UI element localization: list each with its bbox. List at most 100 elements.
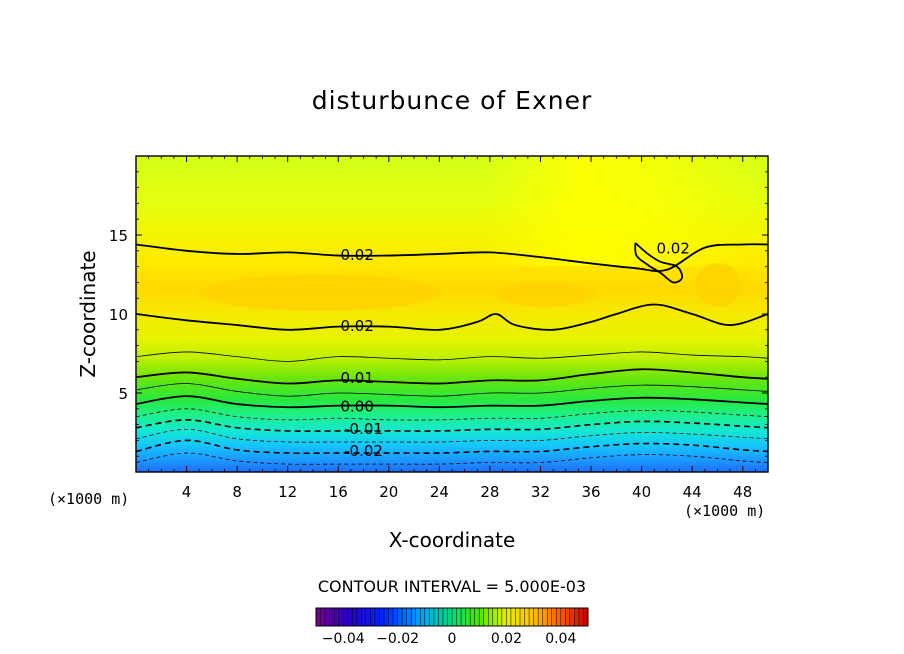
colorbar-swatch [424,608,430,626]
colorbar-swatch [438,608,444,626]
contour-label: 0.00 [340,398,373,416]
colorbar-swatch [479,608,485,626]
contour-label: 0.02 [340,317,373,335]
contour-line [136,383,768,397]
x-axis-unit: (×1000 m) [684,502,765,520]
contour-line [136,351,768,362]
colorbar-tick-label: 0 [448,631,457,647]
filled-contour-field: 0.02 0.02 0.02 0.01 0.00 -0.01 -0.02 [136,156,768,472]
colorbar-swatch [442,608,448,626]
colorbar-swatch [556,608,562,626]
colorbar-swatch [402,608,407,626]
colorbar-swatch [560,608,566,626]
x-tick-label: 20 [379,483,398,501]
colorbar-swatch [384,608,389,626]
colorbar-tick-label: −0.02 [376,631,419,647]
colorbar-swatch [343,608,349,626]
x-tick-label: 44 [683,483,702,501]
colorbar-tick-label: 0.04 [545,631,576,647]
colorbar-swatch [329,608,335,626]
contour-line [136,439,768,455]
colorbar-swatch [470,608,475,626]
x-tick-label: 28 [480,483,499,501]
colorbar-swatch [420,608,426,626]
contour-line [634,242,684,284]
colorbar-swatch [542,608,548,626]
colorbar-swatch [474,608,480,626]
x-tick-label: 12 [278,483,297,501]
colorbar-swatch [510,608,516,626]
colorbar-swatch [388,608,394,626]
colorbar-swatch [551,608,557,626]
colorbar-swatch [320,608,326,626]
colorbar-swatch [352,608,358,626]
colorbar-tick-label: 0.02 [491,631,522,647]
colorbar-swatch [533,608,539,626]
colorbar-swatch [497,608,503,626]
colorbar-swatch [506,608,512,626]
colorbar-swatch [379,608,385,626]
x-tick-label: 16 [329,483,348,501]
y-axis-unit: (×1000 m) [48,490,129,508]
colorbar-tick-label: −0.04 [322,631,365,647]
colorbar-swatch [393,608,398,626]
contour-line [136,368,768,385]
colorbar-swatch [338,608,344,626]
colorbar-swatch [492,608,498,626]
contour-line [136,303,768,331]
colorbar-swatch [316,608,321,626]
colorbar-swatch [461,608,466,626]
colorbar-swatch [574,608,580,626]
contour-interval-text: CONTOUR INTERVAL = 5.000E-03 [318,577,586,596]
colorbar-swatch [325,608,330,626]
x-tick-label: 32 [531,483,550,501]
colorbar-swatch [565,608,571,626]
chart-title: disturbunce of Exner [311,86,593,115]
colorbar-swatch [547,608,553,626]
colorbar-swatch [334,608,339,626]
colorbar-swatch [411,608,417,626]
colorbar-swatch [520,608,525,626]
y-tick-label: 5 [118,385,128,403]
colorbar-swatch [365,608,371,626]
contour-label: -0.02 [344,442,383,460]
y-tick-label: 15 [109,227,128,245]
colorbar-swatch [370,608,376,626]
colorbar-swatch [406,608,412,626]
contour-label: 0.01 [340,369,373,387]
colorbar-swatch [529,608,534,626]
contour-line [136,452,768,465]
colorbar-swatch [429,608,435,626]
colorbar-swatch [433,608,439,626]
colorbar-swatch [374,608,380,626]
colorbar-swatch [397,608,403,626]
y-tick-label: 10 [109,306,128,324]
x-tick-label: 40 [632,483,651,501]
contour-label: 0.02 [340,246,373,264]
colorbar-swatch [515,608,521,626]
contour-label: 0.02 [656,240,689,258]
colorbar-swatch [447,608,453,626]
contour-label: -0.01 [344,420,383,438]
colorbar-swatch [538,608,543,626]
colorbar-swatch [356,608,362,626]
contour-line [136,243,768,273]
contour-line [136,419,768,432]
contour-line [136,428,768,443]
colorbar-swatch [569,608,575,626]
x-tick-label: 36 [581,483,600,501]
axis-ticks [136,156,768,472]
x-axis-label: X-coordinate [389,528,516,552]
contour-line [136,408,768,421]
x-tick-label: 8 [232,483,242,501]
colorbar-swatch [501,608,507,626]
colorbar-swatch [361,608,367,626]
colorbar-swatch [524,608,530,626]
colorbar-swatch [415,608,421,626]
x-tick-label: 48 [733,483,752,501]
x-tick-label: 4 [182,483,192,501]
colorbar-swatch [578,608,584,626]
contour-line [136,395,768,409]
x-tick-label: 24 [430,483,449,501]
